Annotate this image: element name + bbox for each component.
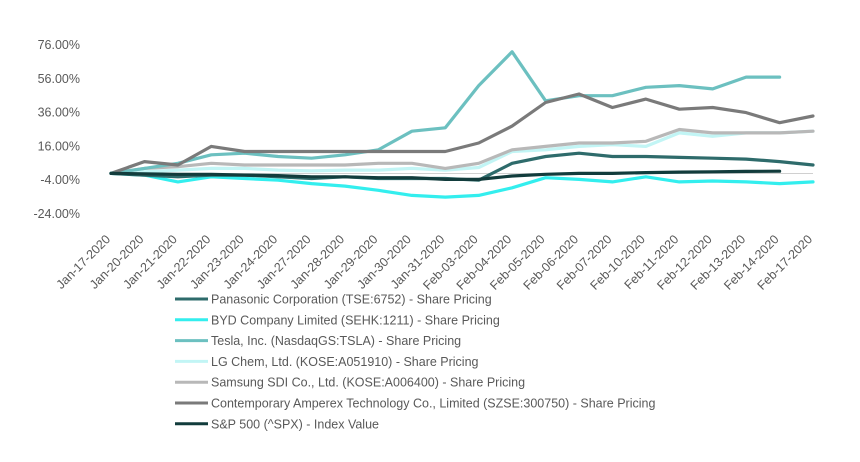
y-tick-label: 76.00%: [38, 38, 80, 52]
series-lines: [109, 50, 815, 199]
y-tick-label: -24.00%: [33, 207, 80, 221]
y-tick-label: 56.00%: [38, 72, 80, 86]
legend: Panasonic Corporation (TSE:6752) - Share…: [175, 293, 655, 431]
y-tick-label: 16.00%: [38, 139, 80, 153]
x-axis: Jan-17-2020Jan-20-2020Jan-21-2020Jan-22-…: [54, 232, 816, 293]
legend-label: LG Chem, Ltd. (KOSE:A051910) - Share Pri…: [211, 355, 479, 369]
y-axis: -24.00% -4.00% 16.00% 36.00% 56.00% 76.00%: [33, 38, 80, 221]
series-line-1: [109, 171, 815, 199]
series-line-4: [109, 127, 815, 175]
legend-label: Panasonic Corporation (TSE:6752) - Share…: [211, 293, 492, 307]
legend-label: Tesla, Inc. (NasdaqGS:TSLA) - Share Pric…: [211, 334, 461, 348]
series-line-6: [109, 169, 782, 181]
legend-label: Samsung SDI Co., Ltd. (KOSE:A006400) - S…: [211, 376, 525, 390]
legend-label: BYD Company Limited (SEHK:1211) - Share …: [211, 313, 500, 327]
y-tick-label: -4.00%: [40, 173, 80, 187]
legend-label: Contemporary Amperex Technology Co., Lim…: [211, 397, 655, 411]
series-line-5: [109, 92, 815, 175]
legend-label: S&P 500 (^SPX) - Index Value: [211, 417, 379, 431]
y-tick-label: 36.00%: [38, 106, 80, 120]
series-line-2: [109, 50, 782, 175]
series-line-3: [109, 129, 815, 175]
